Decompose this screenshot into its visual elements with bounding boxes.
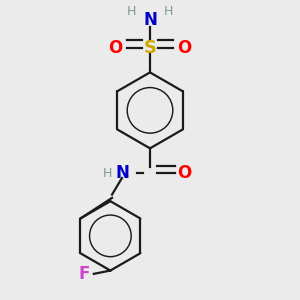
- Text: H: H: [102, 167, 112, 180]
- Text: F: F: [78, 265, 90, 283]
- Text: H: H: [164, 5, 173, 18]
- Text: O: O: [178, 39, 192, 57]
- Text: H: H: [127, 5, 136, 18]
- Text: O: O: [177, 164, 191, 182]
- Text: S: S: [143, 39, 157, 57]
- Text: N: N: [116, 164, 130, 182]
- Text: O: O: [108, 39, 122, 57]
- Text: N: N: [143, 11, 157, 28]
